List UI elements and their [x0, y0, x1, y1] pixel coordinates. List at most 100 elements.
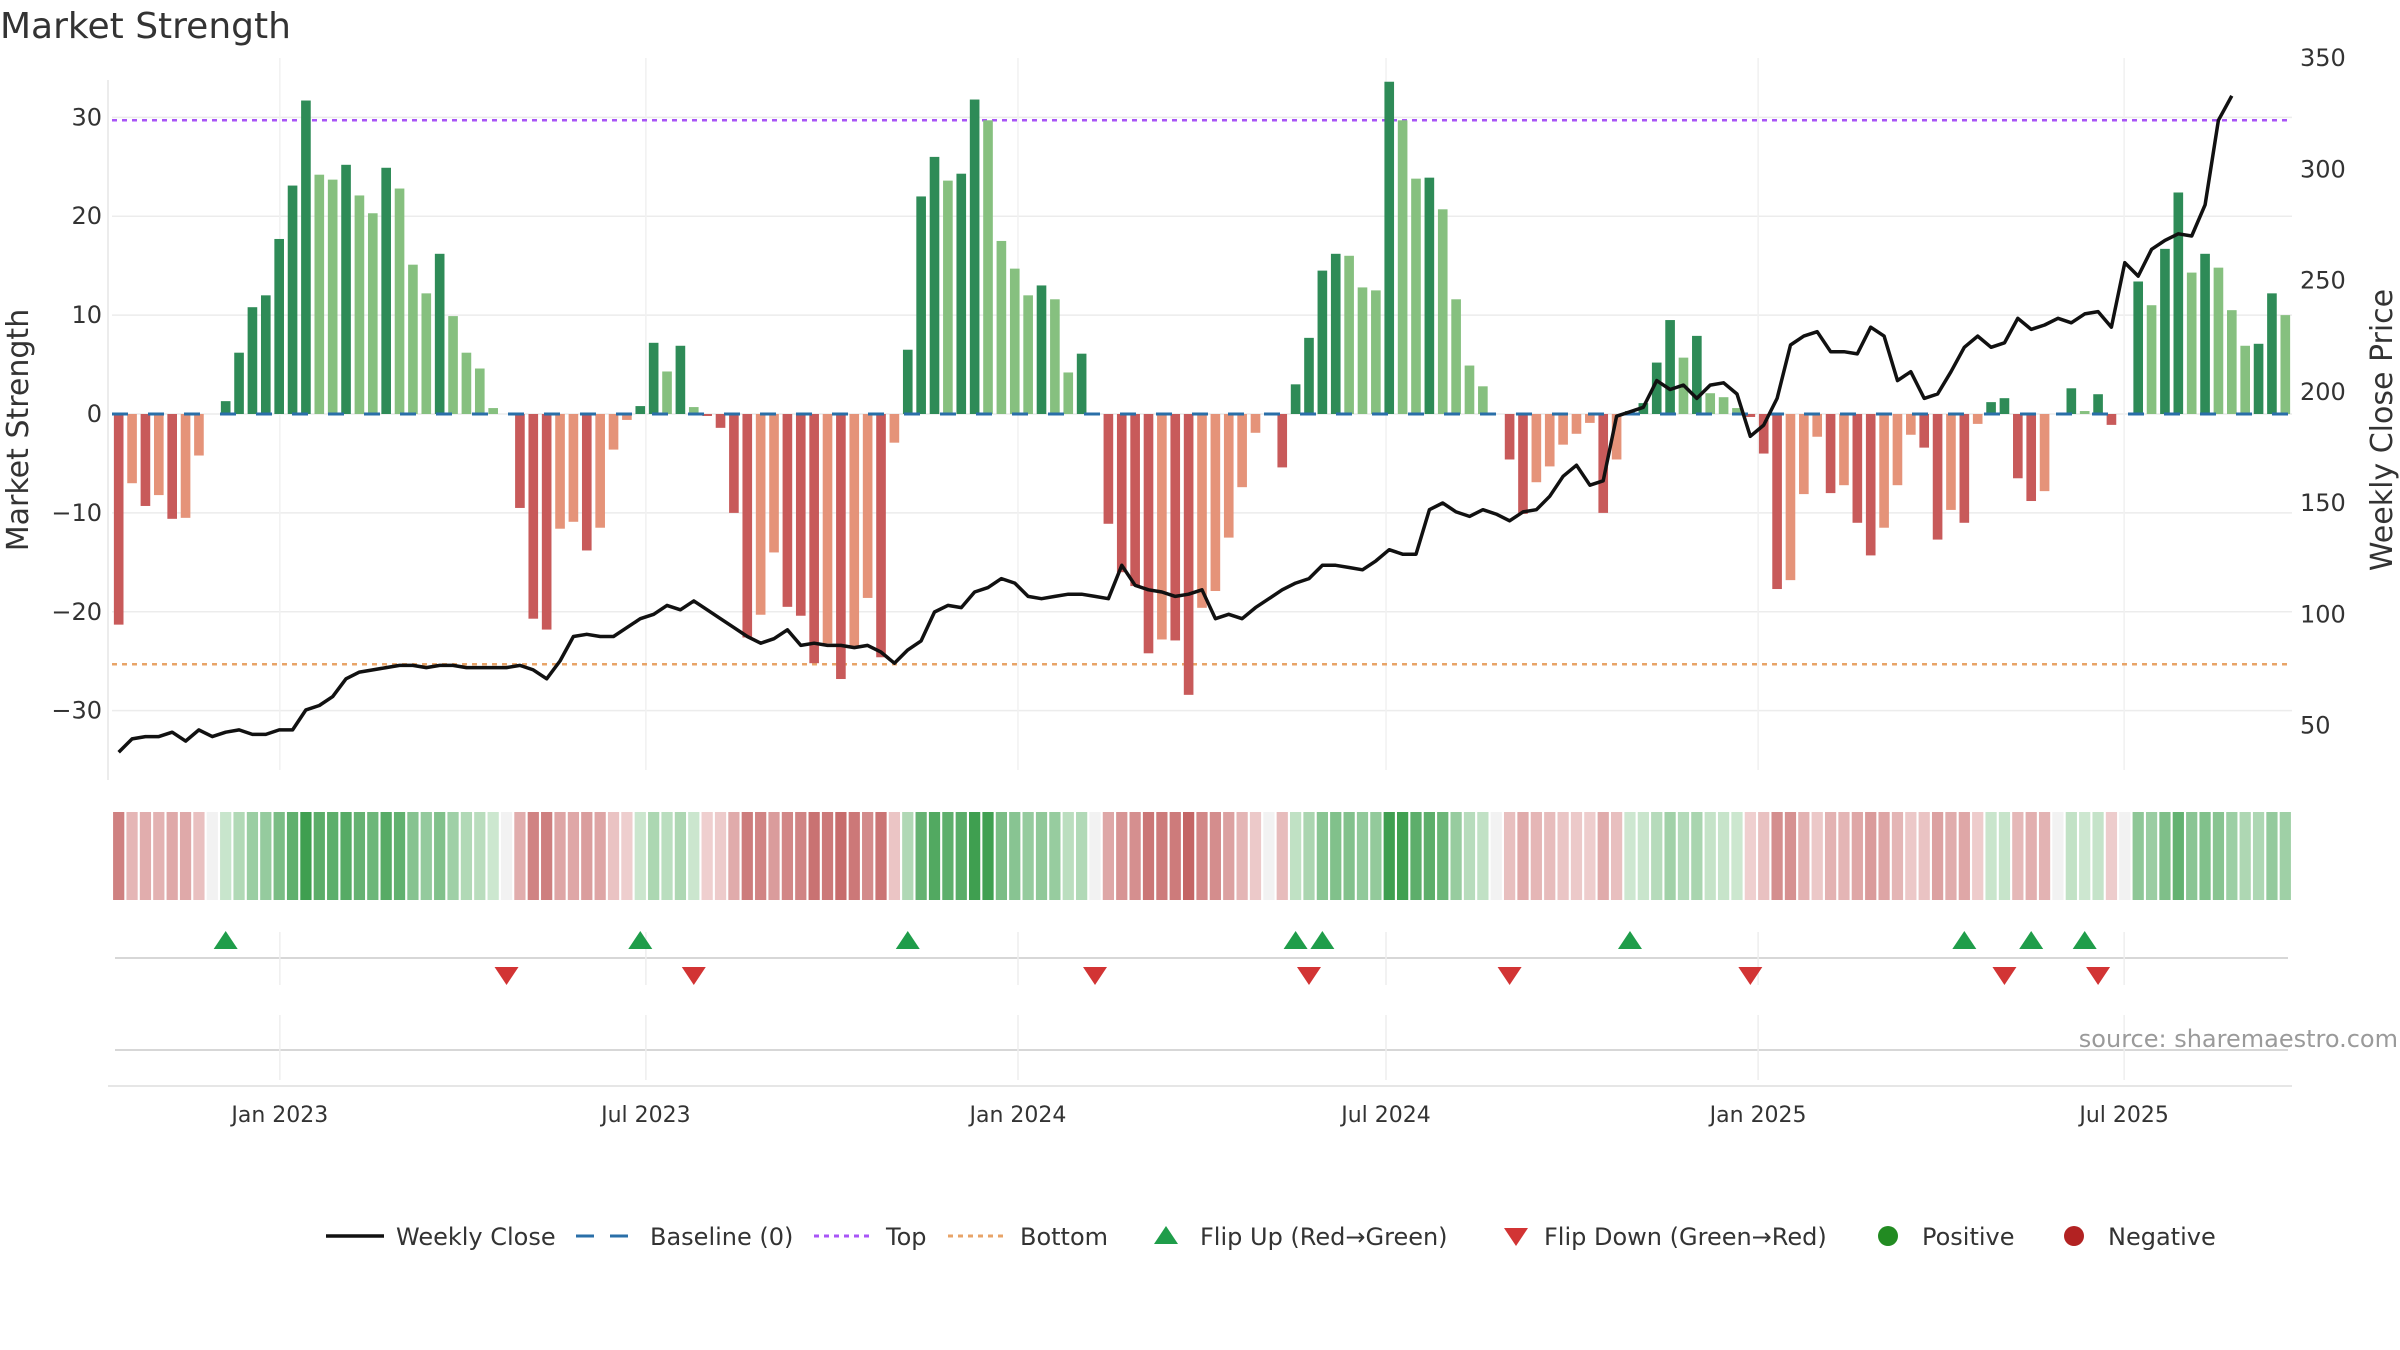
heat-cell [2239, 812, 2251, 900]
heat-cell [969, 812, 981, 900]
heat-cell [1717, 812, 1730, 900]
strength-bar [1504, 414, 1515, 460]
heat-cell [1677, 812, 1690, 900]
heat-cell [1035, 812, 1048, 900]
strength-bar [1986, 402, 1996, 414]
legend: Weekly Close Baseline (0) Top Bottom Flip Up… [326, 1223, 2216, 1251]
flip-down-marker [681, 967, 706, 985]
heat-cell [1410, 812, 1422, 900]
heat-cell [474, 812, 486, 900]
strength-bar [1571, 414, 1582, 434]
strength-bar [1451, 299, 1461, 414]
strength-bar [140, 414, 151, 506]
heat-cell [1477, 812, 1489, 900]
heat-cell [166, 812, 178, 900]
strength-bar [1772, 414, 1782, 590]
y2-tick-label: 350 [2300, 44, 2346, 72]
heat-cell [2279, 812, 2291, 900]
heat-cell [1223, 812, 1235, 900]
heat-cell [942, 812, 954, 900]
strength-bar [1544, 414, 1555, 467]
strength-bar [1705, 393, 1716, 414]
strength-heat-strip [113, 812, 2291, 900]
strength-bar [595, 414, 605, 528]
strength-bar [729, 414, 739, 513]
heat-cell [1624, 812, 1636, 900]
heat-cell [1918, 812, 1930, 900]
green-dot-icon [1878, 1226, 1898, 1246]
strength-bar [889, 414, 900, 443]
strength-bar [822, 414, 833, 644]
heat-cell [1009, 812, 1021, 900]
strength-bar [662, 371, 672, 414]
strength-bar [301, 100, 311, 415]
legend-item-bottom: Bottom [948, 1223, 1108, 1251]
strength-bar [260, 295, 271, 414]
heat-cell [648, 812, 660, 900]
y2-tick-label: 50 [2300, 712, 2331, 740]
strength-bar [234, 352, 244, 414]
heat-cell [2172, 812, 2184, 900]
legend-label: Flip Down (Green→Red) [1544, 1223, 1827, 1251]
heat-cell [246, 812, 259, 900]
heat-cell [1784, 812, 1797, 900]
strength-bar [1879, 414, 1889, 528]
heat-cell [153, 812, 165, 900]
heat-cell [139, 812, 152, 900]
strength-bar [1665, 320, 1675, 414]
heat-cell [862, 812, 874, 900]
strength-bar [782, 414, 793, 607]
strength-bar [1758, 414, 1769, 454]
heat-cell [353, 812, 366, 900]
heat-cell [340, 812, 352, 900]
strength-bar [1558, 414, 1568, 445]
heat-cell [1463, 812, 1476, 900]
strength-bar [1732, 408, 1742, 414]
strength-bar [876, 414, 886, 658]
heat-cell [286, 812, 299, 900]
strength-bar [836, 414, 846, 680]
strength-bar [474, 368, 485, 414]
flip-up-marker [628, 931, 653, 949]
heat-cell [1316, 812, 1328, 900]
flip-down-marker [1296, 967, 1321, 985]
strength-bar [461, 352, 472, 414]
strength-bar [1906, 414, 1916, 435]
heat-cell [407, 812, 419, 900]
legend-label: Negative [2108, 1223, 2216, 1251]
strength-bar [1397, 120, 1408, 415]
strength-bar [2186, 272, 2197, 414]
heat-cell [1945, 812, 1957, 900]
strength-bar [675, 345, 686, 414]
flip-up-marker [1310, 931, 1335, 949]
heat-cell [1597, 812, 1609, 900]
heat-cell [393, 812, 406, 900]
heat-cell [1544, 812, 1556, 900]
flip-down-marker [1083, 967, 1108, 985]
x-tick-label: Jul 2024 [1339, 1103, 1431, 1128]
strength-bar [488, 408, 498, 414]
heat-cell [260, 812, 272, 900]
heat-cell [2186, 812, 2198, 900]
heat-cell [1423, 812, 1435, 900]
strength-bar [421, 293, 432, 414]
heat-cell [1838, 812, 1850, 900]
heat-cell [1584, 812, 1596, 900]
strength-bar [929, 156, 940, 414]
strength-bar [1745, 414, 1756, 417]
strength-bar [1009, 268, 1020, 414]
strength-bar [809, 414, 819, 664]
y-axis-left: −30 −20 −10 0 10 20 30 [51, 103, 102, 724]
flip-down-marker [2086, 967, 2111, 985]
heat-cell [554, 812, 566, 900]
strength-bar [1437, 209, 1448, 414]
strength-bar [1518, 414, 1528, 514]
strength-bar [1210, 414, 1221, 592]
heat-cell [902, 812, 914, 900]
heat-cell [500, 812, 513, 900]
heat-cell [701, 812, 713, 900]
heat-cell [1637, 812, 1649, 900]
heat-cell [2092, 812, 2104, 900]
heat-cell [1851, 812, 1863, 900]
x-tick-label: Jan 2023 [229, 1103, 328, 1128]
